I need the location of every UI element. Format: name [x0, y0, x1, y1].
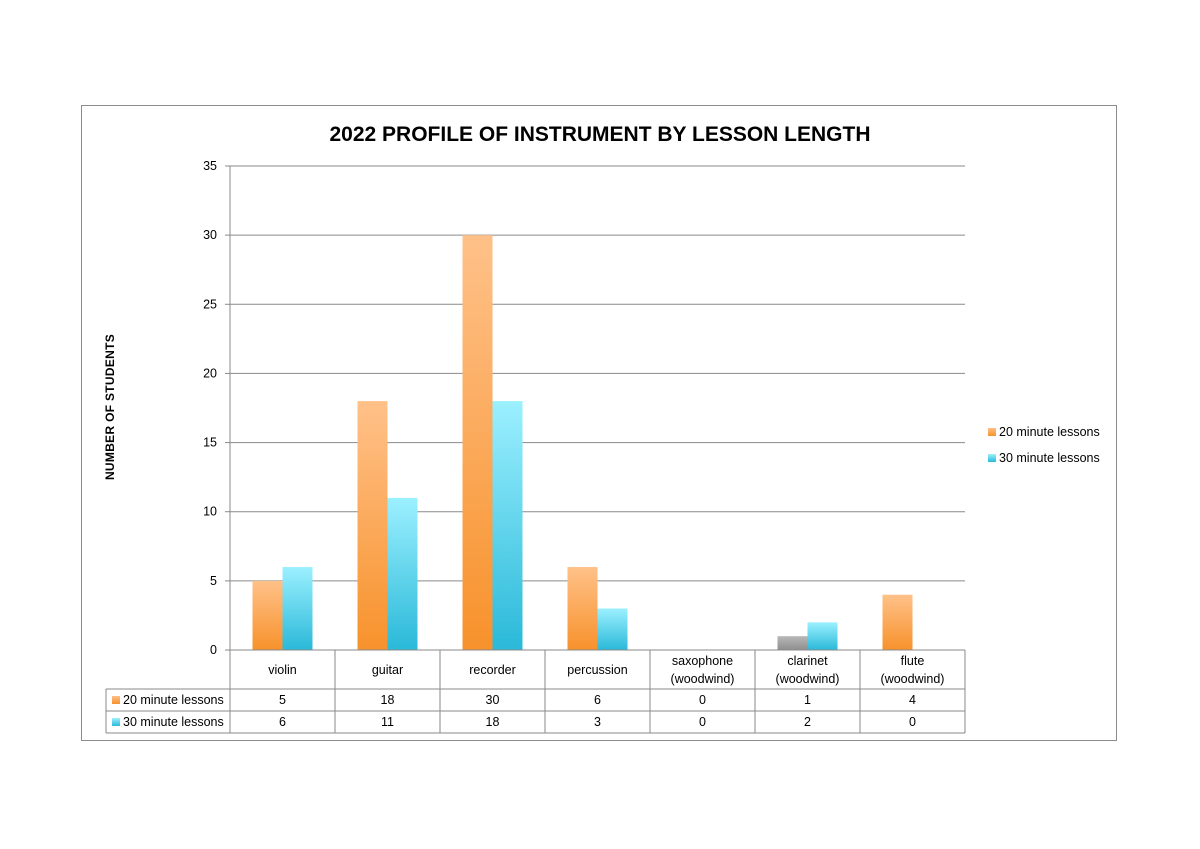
bar: [777, 636, 808, 650]
x-category-label: guitar: [372, 663, 403, 677]
table-value-cell: 0: [699, 693, 706, 707]
table-value-cell: 3: [594, 715, 601, 729]
y-tick-label: 10: [203, 505, 217, 519]
legend-label: 20 minute lessons: [999, 425, 1100, 439]
bar: [387, 497, 418, 650]
table-legend-swatch: [112, 696, 120, 704]
table-legend-swatch: [112, 718, 120, 726]
x-category-label: (woodwind): [776, 672, 840, 686]
table-value-cell: 1: [804, 693, 811, 707]
y-tick-label: 20: [203, 366, 217, 380]
table-value-cell: 5: [279, 693, 286, 707]
table-value-cell: 18: [486, 715, 500, 729]
chart-title: 2022 PROFILE OF INSTRUMENT BY LESSON LEN…: [329, 123, 870, 146]
legend-swatch: [988, 428, 996, 436]
x-category-label: percussion: [567, 663, 627, 677]
x-category-label: violin: [268, 663, 297, 677]
bar: [282, 567, 313, 650]
table-series-name: 30 minute lessons: [123, 715, 224, 729]
x-category-label: clarinet: [787, 654, 828, 668]
y-tick-label: 25: [203, 297, 217, 311]
bar: [357, 401, 388, 650]
bar: [462, 235, 493, 650]
table-value-cell: 0: [909, 715, 916, 729]
table-value-cell: 6: [594, 693, 601, 707]
table-value-cell: 30: [486, 693, 500, 707]
table-series-name: 20 minute lessons: [123, 693, 224, 707]
table-value-cell: 2: [804, 715, 811, 729]
bar: [882, 594, 913, 650]
legend-swatch: [988, 454, 996, 462]
y-tick-label: 15: [203, 436, 217, 450]
table-value-cell: 4: [909, 693, 916, 707]
bar: [492, 401, 523, 650]
legend: 20 minute lessons 30 minute lessons: [988, 425, 1100, 465]
y-tick-label: 30: [203, 228, 217, 242]
bar: [807, 622, 838, 650]
table-value-cell: 0: [699, 715, 706, 729]
y-axis-label: NUMBER OF STUDENTS: [103, 334, 117, 480]
bar: [597, 608, 628, 650]
table-value-cell: 18: [381, 693, 395, 707]
table-value-cell: 11: [381, 715, 394, 729]
bar: [252, 580, 283, 650]
x-category-label: (woodwind): [881, 672, 945, 686]
data-table: violin guitar recorder percussion saxophone (…: [105, 649, 966, 734]
x-category-label: flute: [901, 654, 925, 668]
x-category-label: saxophone: [672, 654, 733, 668]
y-tick-label: 5: [210, 574, 217, 588]
x-category-label: recorder: [469, 663, 516, 677]
y-axis-ticks: 0 5 10 15 20 25 30 35: [203, 159, 217, 657]
legend-label: 30 minute lessons: [999, 451, 1100, 465]
table-value-cell: 6: [279, 715, 286, 729]
y-tick-label: 35: [203, 159, 217, 173]
x-category-label: (woodwind): [671, 672, 735, 686]
y-tick-label: 0: [210, 643, 217, 657]
bar: [567, 567, 598, 650]
bars: [252, 235, 913, 650]
